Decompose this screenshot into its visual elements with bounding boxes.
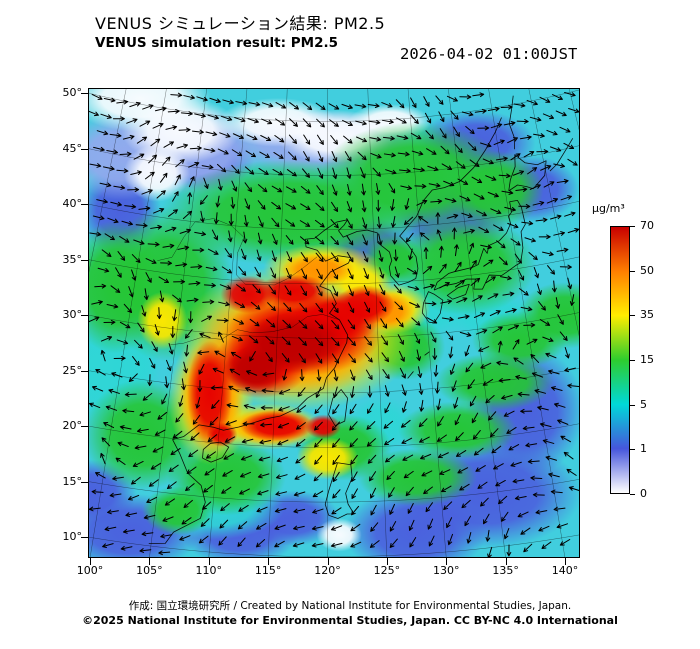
lon-tick-label: 115° bbox=[254, 564, 282, 577]
colorbar-tick-mark bbox=[630, 226, 635, 227]
colorbar-tick-label: 1 bbox=[640, 442, 647, 456]
lon-tick-mark bbox=[327, 558, 329, 565]
lat-tick-mark bbox=[81, 204, 88, 205]
lon-tick-label: 120° bbox=[314, 564, 341, 577]
colorbar-gradient bbox=[610, 226, 630, 494]
lon-tick-mark bbox=[149, 558, 151, 565]
lon-tick-label: 125° bbox=[373, 564, 401, 577]
title-english: VENUS simulation result: PM2.5 bbox=[95, 35, 338, 51]
lat-tick-label: 25° bbox=[62, 363, 83, 377]
lon-tick-label: 105° bbox=[136, 564, 163, 577]
lat-tick-label: 45° bbox=[62, 141, 83, 155]
lat-tick-mark bbox=[81, 148, 88, 150]
colorbar-tick-mark bbox=[630, 315, 635, 317]
lat-tick-label: 15° bbox=[62, 474, 83, 488]
colorbar-tick-mark bbox=[630, 404, 635, 406]
colorbar-tick-mark bbox=[630, 449, 635, 451]
lon-tick-mark bbox=[505, 558, 507, 565]
lon-tick-label: 100° bbox=[76, 564, 104, 577]
lat-tick-label: 30° bbox=[62, 308, 83, 321]
colorbar-tick-label: 70 bbox=[640, 219, 654, 232]
lat-tick-mark bbox=[81, 93, 88, 94]
colorbar-tick-mark bbox=[630, 494, 635, 495]
license-text: ©2025 National Institute for Environment… bbox=[82, 614, 618, 627]
lat-tick-mark bbox=[81, 315, 88, 316]
lat-tick-label: 10° bbox=[62, 530, 83, 543]
lon-tick-mark bbox=[446, 558, 448, 565]
lat-tick-label: 50° bbox=[62, 86, 83, 99]
lon-tick-mark bbox=[208, 558, 210, 565]
colorbar-tick-label: 15 bbox=[640, 353, 654, 366]
lon-tick-mark bbox=[565, 558, 566, 565]
lon-tick-mark bbox=[90, 558, 91, 565]
lat-tick-label: 35° bbox=[62, 252, 83, 266]
colorbar-tick-label: 50 bbox=[640, 263, 654, 277]
lon-tick-mark bbox=[386, 558, 388, 565]
credit-text: 作成: 国立環境研究所 / Created by National Instit… bbox=[128, 600, 572, 612]
colorbar-tick-label: 0 bbox=[640, 487, 647, 500]
timestamp: 2026-04-02 01:00JST bbox=[400, 45, 578, 63]
colorbar-tick-mark bbox=[630, 270, 635, 272]
lat-tick-mark bbox=[81, 259, 88, 261]
lat-tick-mark bbox=[81, 426, 88, 427]
lat-tick-mark bbox=[81, 370, 88, 372]
pm25-map-canvas bbox=[88, 88, 580, 558]
colorbar-tick-label: 5 bbox=[640, 397, 647, 411]
colorbar-tick-mark bbox=[630, 360, 635, 361]
lat-tick-label: 40° bbox=[62, 197, 83, 210]
title-japanese: VENUS シミュレーション結果: PM2.5 bbox=[95, 14, 386, 33]
lat-tick-mark bbox=[81, 537, 88, 538]
colorbar-tick-label: 35 bbox=[640, 308, 654, 322]
lon-tick-mark bbox=[268, 558, 270, 565]
lon-tick-label: 135° bbox=[492, 564, 519, 577]
lon-tick-label: 130° bbox=[433, 564, 460, 577]
colorbar-unit-label: μg/m³ bbox=[592, 202, 625, 215]
lat-tick-mark bbox=[81, 481, 88, 483]
lat-tick-label: 20° bbox=[62, 419, 83, 432]
lon-tick-label: 110° bbox=[195, 564, 223, 577]
lon-tick-label: 140° bbox=[551, 564, 579, 577]
